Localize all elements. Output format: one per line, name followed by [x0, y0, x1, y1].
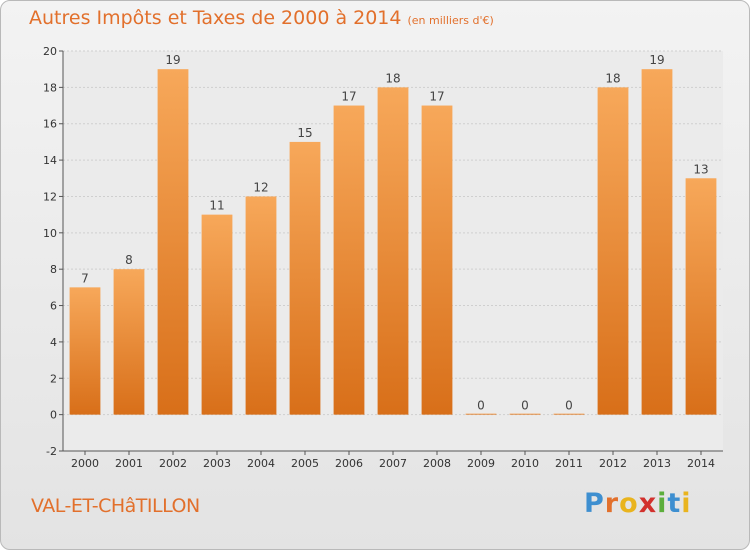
bar	[641, 69, 673, 415]
bar	[201, 214, 233, 415]
data-label: 11	[209, 199, 224, 213]
data-label: 0	[477, 399, 485, 413]
proxiti-logo: Proxiti	[584, 488, 692, 519]
bar	[421, 105, 453, 415]
chart-subtitle: (en milliers d'€)	[407, 14, 494, 27]
x-tick-label: 2000	[71, 457, 99, 470]
x-tick-label: 2008	[423, 457, 451, 470]
bar	[377, 87, 409, 415]
data-label: 19	[165, 53, 180, 67]
data-label: 7	[81, 271, 89, 285]
data-label: 18	[605, 71, 620, 85]
bar	[509, 413, 541, 415]
x-tick-label: 2012	[599, 457, 627, 470]
y-tick-label: 0	[50, 409, 57, 422]
chart-title-text: Autres Impôts et Taxes de 2000 à 2014	[29, 7, 402, 29]
x-tick-label: 2010	[511, 457, 539, 470]
x-tick-label: 2007	[379, 457, 407, 470]
y-tick-label: 10	[43, 227, 57, 240]
x-tick-label: 2001	[115, 457, 143, 470]
x-tick-label: 2009	[467, 457, 495, 470]
y-tick-label: 12	[43, 190, 57, 203]
bar	[333, 105, 365, 415]
logo-letter: o	[619, 488, 639, 519]
town-name: VAL-ET-CHâTILLON	[31, 495, 200, 517]
bar	[685, 178, 717, 415]
x-tick-label: 2005	[291, 457, 319, 470]
data-label: 0	[565, 399, 573, 413]
y-tick-label: 4	[50, 336, 57, 349]
bar	[245, 196, 277, 415]
logo-letter: t	[667, 488, 682, 519]
bar	[69, 287, 101, 415]
x-tick-label: 2003	[203, 457, 231, 470]
y-tick-label: 6	[50, 300, 57, 313]
bar	[113, 269, 145, 415]
y-tick-label: 8	[50, 263, 57, 276]
x-tick-label: 2013	[643, 457, 671, 470]
logo-letter: P	[584, 488, 605, 519]
y-tick-label: 2	[50, 372, 57, 385]
y-tick-label: -2	[46, 445, 57, 458]
x-tick-label: 2002	[159, 457, 187, 470]
bar	[289, 141, 321, 415]
data-label: 17	[429, 90, 444, 104]
y-tick-label: 16	[43, 118, 57, 131]
data-label: 17	[341, 90, 356, 104]
data-label: 19	[649, 53, 664, 67]
chart-title: Autres Impôts et Taxes de 2000 à 2014 (en…	[29, 7, 494, 29]
x-tick-label: 2011	[555, 457, 583, 470]
y-tick-label: 14	[43, 154, 57, 167]
bar	[597, 87, 629, 415]
logo-letter: i	[681, 488, 692, 519]
bar	[465, 413, 497, 415]
logo-letter: r	[604, 488, 620, 519]
data-label: 0	[521, 399, 529, 413]
bar	[157, 69, 189, 415]
logo-letter: x	[638, 488, 658, 519]
y-tick-label: 18	[43, 81, 57, 94]
data-label: 18	[385, 71, 400, 85]
data-label: 13	[693, 162, 708, 176]
bar	[553, 413, 585, 415]
logo-letter: i	[657, 488, 668, 519]
x-tick-label: 2006	[335, 457, 363, 470]
data-label: 15	[297, 126, 312, 140]
x-tick-label: 2014	[687, 457, 715, 470]
data-label: 12	[253, 180, 268, 194]
y-tick-label: 20	[43, 45, 57, 58]
x-tick-label: 2004	[247, 457, 275, 470]
data-label: 8	[125, 253, 133, 267]
